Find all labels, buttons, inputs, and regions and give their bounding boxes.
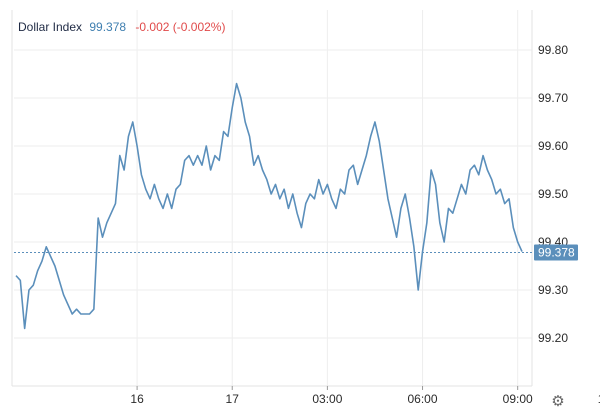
- x-tick-label: 12:00: [598, 392, 600, 406]
- gear-icon[interactable]: ⚙: [551, 393, 565, 410]
- series-line: [15, 82, 523, 330]
- y-tick-label: 99.60: [538, 139, 568, 153]
- x-tick-label: 16: [130, 392, 144, 406]
- index-change: -0.002 (-0.002%): [135, 20, 226, 34]
- last-price-label: 99.378: [538, 246, 575, 260]
- index-title: Dollar Index: [18, 20, 83, 34]
- index-value: 99.378: [89, 20, 127, 34]
- y-tick-label: 99.30: [538, 283, 568, 297]
- y-tick-label: 99.50: [538, 187, 568, 201]
- x-tick-label: 09:00: [503, 392, 533, 406]
- chart-header: Dollar Index 99.378 -0.002 (-0.002%): [18, 20, 225, 34]
- y-tick-label: 99.70: [538, 91, 568, 105]
- x-tick-label: 03:00: [312, 392, 342, 406]
- x-tick-label: 17: [226, 392, 240, 406]
- last-price-badge: 99.378: [534, 244, 578, 261]
- chart-grid: [14, 10, 532, 386]
- y-tick-label: 99.80: [538, 43, 568, 57]
- x-tick-label: 06:00: [408, 392, 438, 406]
- last-price-badge-bg: [534, 244, 578, 261]
- y-tick-label: 99.20: [538, 331, 568, 345]
